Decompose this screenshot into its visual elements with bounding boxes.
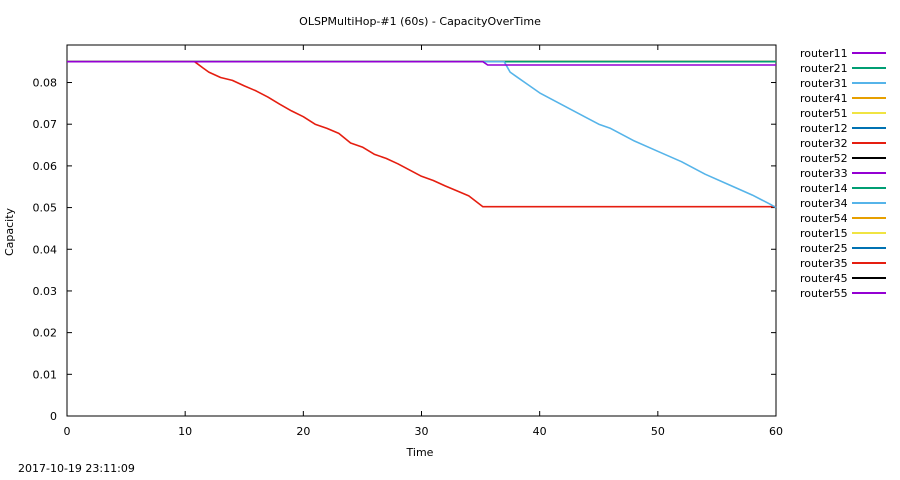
legend-label-router34: router34: [800, 197, 848, 210]
legend-label-router15: router15: [800, 227, 848, 240]
legend-label-router25: router25: [800, 242, 848, 255]
y-tick-label: 0.06: [33, 160, 58, 173]
legend-label-router31: router31: [800, 77, 848, 90]
x-tick-label: 60: [769, 425, 783, 438]
y-tick-label: 0.08: [33, 77, 58, 90]
timestamp: 2017-10-19 23:11:09: [18, 462, 135, 475]
x-tick-label: 30: [415, 425, 429, 438]
legend-label-router54: router54: [800, 212, 848, 225]
axes-layer: 0 10 20 30 40 50 60 0 0.01 0.02 0.03 0.04 0.05 0.06 0.…: [33, 45, 783, 438]
legend-label-router45: router45: [800, 272, 848, 285]
series-line-router32: [67, 60, 776, 208]
x-tick-label: 10: [178, 425, 192, 438]
series-layer: [67, 60, 777, 209]
y-tick-label: 0.01: [33, 368, 58, 381]
legend-label-router35: router35: [800, 257, 848, 270]
y-tick-label: 0.03: [33, 285, 58, 298]
legend-label-router33: router33: [800, 167, 848, 180]
x-tick-label: 50: [651, 425, 665, 438]
y-tick-label: 0: [50, 410, 57, 423]
chart-title: OLSPMultiHop-#1 (60s) - CapacityOverTime: [299, 15, 541, 28]
y-tick-label: 0.05: [33, 202, 58, 215]
series-line-router11: [67, 60, 776, 66]
y-tick-label: 0.04: [33, 243, 58, 256]
legend-label-router14: router14: [800, 182, 848, 195]
x-tick-label: 20: [296, 425, 310, 438]
y-tick-label: 0.02: [33, 327, 58, 340]
legend: router11 router21 router31 router41 router51…: [800, 47, 886, 300]
legend-label-router21: router21: [800, 62, 848, 75]
legend-label-router12: router12: [800, 122, 848, 135]
y-axis-label: Capacity: [3, 207, 16, 256]
x-tick-label: 40: [533, 425, 547, 438]
legend-label-router51: router51: [800, 107, 848, 120]
series-line-router31: [67, 60, 777, 209]
x-axis-label: Time: [406, 446, 434, 459]
x-tick-label: 0: [64, 425, 71, 438]
legend-label-router52: router52: [800, 152, 848, 165]
legend-label-router32: router32: [800, 137, 848, 150]
legend-label-router41: router41: [800, 92, 848, 105]
plot-frame: [66, 44, 777, 417]
legend-label-router11: router11: [800, 47, 848, 60]
legend-label-router55: router55: [800, 287, 848, 300]
y-tick-label: 0.07: [33, 118, 58, 131]
